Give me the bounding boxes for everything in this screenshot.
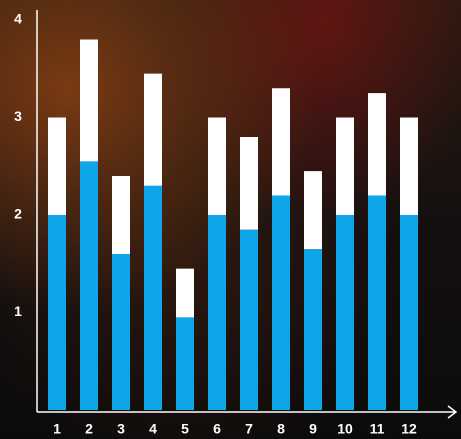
bar-segment bbox=[272, 195, 290, 410]
bar-segment bbox=[208, 215, 226, 410]
bar-segment bbox=[176, 268, 194, 318]
bar-segment bbox=[48, 215, 66, 410]
bar-segment bbox=[80, 39, 98, 162]
bar-segment bbox=[80, 161, 98, 410]
x-tick-label: 1 bbox=[53, 421, 61, 437]
bar-segment bbox=[112, 176, 130, 254]
bar-segment bbox=[48, 117, 66, 215]
y-tick-label: 3 bbox=[14, 108, 22, 124]
bar-segment bbox=[144, 73, 162, 186]
bar-segment bbox=[240, 229, 258, 410]
x-tick-label: 4 bbox=[149, 421, 157, 437]
bar-segment bbox=[304, 171, 322, 250]
bar-segment bbox=[336, 117, 354, 215]
x-tick-label: 12 bbox=[401, 421, 417, 437]
x-tick-label: 2 bbox=[85, 421, 93, 437]
bar-segment bbox=[144, 185, 162, 410]
bar-segment bbox=[208, 117, 226, 215]
x-tick-label: 6 bbox=[213, 421, 221, 437]
bar-segment bbox=[400, 117, 418, 215]
bar-segment bbox=[272, 88, 290, 196]
y-tick-label: 2 bbox=[14, 206, 22, 222]
x-tick-label: 7 bbox=[245, 421, 253, 437]
bar-segment bbox=[400, 215, 418, 410]
y-tick-label: 4 bbox=[14, 11, 22, 27]
y-tick-label: 1 bbox=[14, 303, 22, 319]
bar-segment bbox=[112, 254, 130, 410]
x-axis-arrow bbox=[447, 405, 458, 419]
x-tick-label: 11 bbox=[370, 421, 385, 437]
bar-segment bbox=[336, 215, 354, 410]
bar-segment bbox=[240, 137, 258, 230]
x-tick-label: 5 bbox=[181, 421, 189, 437]
x-tick-label: 8 bbox=[277, 421, 285, 437]
bar-segment bbox=[176, 317, 194, 410]
bar-segment bbox=[304, 249, 322, 410]
x-tick-label: 9 bbox=[309, 421, 317, 437]
bar-segment bbox=[368, 93, 386, 196]
x-tick-label: 3 bbox=[117, 421, 125, 437]
bar-segment bbox=[368, 195, 386, 410]
x-tick-label: 10 bbox=[337, 421, 353, 437]
